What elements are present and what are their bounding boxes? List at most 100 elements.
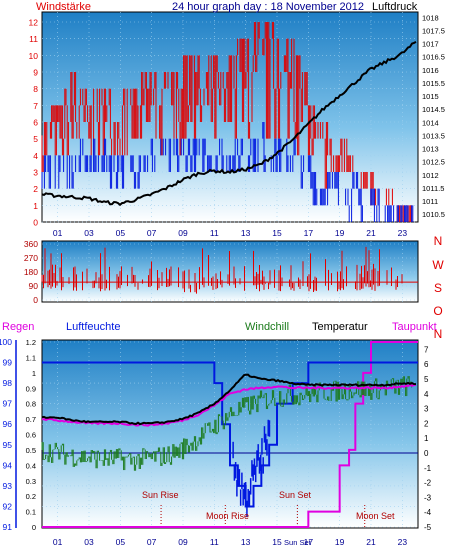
- rain-tick-label: 0.7: [26, 415, 36, 424]
- humidity-tick-label: 94: [3, 460, 13, 470]
- time-tick-label: 05: [116, 228, 126, 238]
- wind-tick-label: 4: [33, 151, 38, 161]
- compass-direction-label: W: [432, 258, 444, 272]
- rain-tick-label: 0.9: [26, 384, 36, 393]
- pressure-tick-label: 1015.5: [422, 79, 445, 88]
- time-tick-label: 13: [241, 228, 251, 238]
- rain-tick-label: 0.3: [26, 477, 36, 486]
- wind-tick-label: 9: [33, 68, 38, 78]
- temperature-tick-label: 1: [424, 434, 429, 443]
- time-tick-label: 09: [178, 537, 188, 547]
- pressure-tick-label: 1011: [422, 197, 438, 206]
- humidity-tick-label: 100: [0, 337, 12, 347]
- time-tick-label: 03: [84, 228, 94, 238]
- temperature-tick-label: -3: [424, 493, 432, 502]
- dewpoint-line: [42, 383, 417, 427]
- time-tick-label: 19: [335, 228, 345, 238]
- direction-degree-label: 90: [29, 281, 39, 291]
- temperature-tick-label: 2: [424, 419, 429, 428]
- time-tick-label: 09: [178, 228, 188, 238]
- time-tick-label: 21: [366, 537, 376, 547]
- pressure-label: Luftdruck: [372, 1, 418, 13]
- time-tick-label: 07: [147, 537, 157, 547]
- direction-degree-label: 270: [24, 253, 38, 263]
- pressure-tick-label: 1013: [422, 145, 439, 154]
- direction-degree-label: 360: [24, 239, 38, 249]
- humidity-tick-label: 95: [3, 440, 13, 450]
- rain-tick-label: 1: [32, 369, 36, 378]
- time-tick-label: 19: [335, 537, 345, 547]
- temperature-tick-label: -4: [424, 508, 432, 517]
- time-tick-label: 03: [84, 537, 94, 547]
- pressure-tick-label: 1011.5: [422, 184, 444, 193]
- pressure-tick-label: 1018: [422, 13, 439, 22]
- compass-direction-label: O: [433, 304, 442, 318]
- compass-direction-label: N: [434, 327, 443, 341]
- sun-set-label: Sun Set: [279, 490, 312, 500]
- wind-tick-label: 1: [33, 201, 38, 211]
- chart-title: 24 hour graph day : 18 November 2012: [172, 1, 364, 13]
- pressure-tick-label: 1015: [422, 92, 439, 101]
- temperature-tick-label: 3: [424, 405, 429, 414]
- humidity-tick-label: 99: [3, 358, 13, 368]
- time-tick-label: 05: [116, 537, 126, 547]
- pressure-line: [41, 41, 417, 207]
- rain-tick-label: 0.4: [26, 461, 36, 470]
- humidity-tick-label: 97: [3, 399, 13, 409]
- wind-tick-label: 0: [33, 218, 38, 228]
- wind-tick-label: 6: [33, 118, 38, 128]
- humidity-line: [42, 361, 418, 508]
- time-tick-label: 21: [366, 228, 376, 238]
- dewpoint-label: Taupunkt: [392, 321, 437, 333]
- wind-tick-label: 10: [29, 51, 39, 61]
- pressure-tick-label: 1010.5: [422, 210, 445, 219]
- temperature-tick-label: 7: [424, 345, 429, 354]
- time-tick-label: 15: [272, 228, 282, 238]
- temperature-tick-label: 5: [424, 375, 429, 384]
- rain-label: Regen: [2, 321, 34, 333]
- time-tick-label: 17: [304, 537, 314, 547]
- time-tick-label: 11: [210, 228, 219, 238]
- wind-tick-label: 2: [33, 184, 38, 194]
- temperature-line: [41, 373, 417, 426]
- time-tick-label: 15: [272, 537, 282, 547]
- time-tick-label: Sun Set: [284, 538, 312, 547]
- humidity-tick-label: 93: [3, 481, 13, 491]
- temperature-tick-label: -5: [424, 523, 432, 532]
- rain-tick-label: 0.8: [26, 400, 36, 409]
- rain-line: [42, 341, 418, 528]
- sun-rise-label: Sun Rise: [142, 490, 179, 500]
- rain-tick-label: 1.2: [26, 338, 36, 347]
- compass-direction-label: N: [434, 234, 443, 248]
- time-tick-label: 13: [241, 537, 251, 547]
- wind-tick-label: 7: [33, 101, 38, 111]
- rain-tick-label: 0: [32, 523, 36, 532]
- wind-tick-label: 11: [29, 34, 38, 44]
- temperature-tick-label: -1: [424, 464, 432, 473]
- time-tick-label: 23: [398, 228, 408, 238]
- direction-degree-label: 0: [33, 295, 38, 305]
- time-tick-label: 01: [53, 537, 63, 547]
- pressure-tick-label: 1014: [422, 118, 439, 127]
- moon-rise-label: Moon Rise: [206, 511, 249, 521]
- temperature-tick-label: 6: [424, 360, 429, 369]
- pressure-tick-label: 1013.5: [422, 131, 445, 140]
- rain-tick-label: 0.2: [26, 492, 36, 501]
- rain-tick-label: 0.5: [26, 446, 36, 455]
- direction-degree-label: 180: [24, 267, 38, 277]
- wind-tick-label: 3: [33, 168, 38, 178]
- pressure-tick-label: 1014.5: [422, 105, 445, 114]
- rain-tick-label: 0.6: [26, 431, 36, 440]
- rain-tick-label: 0.1: [26, 508, 36, 517]
- temperature-label: Temperatur: [312, 321, 368, 333]
- wind-strength-label: Windstärke: [36, 1, 91, 13]
- humidity-tick-label: 96: [3, 419, 13, 429]
- temperature-tick-label: 4: [424, 390, 429, 399]
- pressure-tick-label: 1017.5: [422, 26, 445, 35]
- pressure-tick-label: 1012: [422, 171, 439, 180]
- pressure-tick-label: 1017: [422, 40, 439, 49]
- windchill-label: Windchill: [245, 321, 289, 333]
- humidity-tick-label: 91: [3, 522, 13, 532]
